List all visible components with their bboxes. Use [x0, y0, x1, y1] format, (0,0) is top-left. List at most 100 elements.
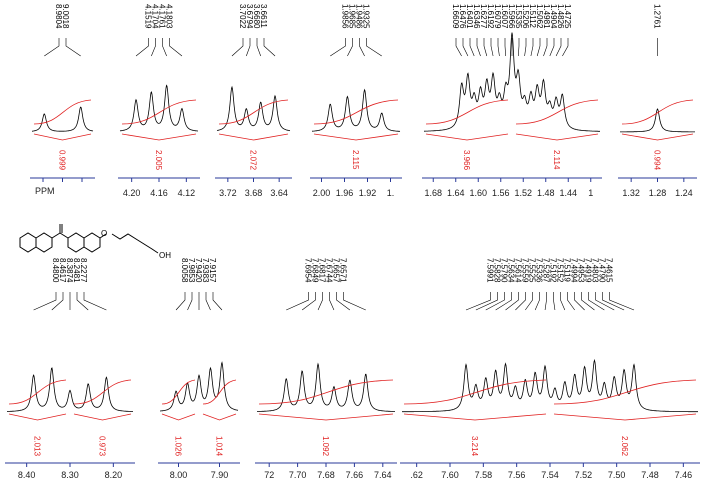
tick-label: 7.54 [541, 470, 559, 480]
integral-curve [73, 379, 132, 405]
peak-leader [151, 38, 156, 57]
peak-leader [330, 38, 346, 57]
peak-leader [366, 38, 382, 57]
peak-leader [476, 38, 481, 57]
peak-label: 7.5634 [507, 258, 516, 283]
peak-label: 1.9856 [341, 4, 350, 29]
tick-label: 1.32 [622, 188, 640, 198]
tick-label: 7.48 [641, 470, 659, 480]
peak-leader [462, 38, 469, 57]
tick-label: 1.92 [359, 188, 377, 198]
tick-label: 8.00 [170, 470, 188, 480]
peak-leader [485, 292, 505, 311]
axis-label: PPM [35, 186, 55, 196]
peak-label: 1.2761 [653, 4, 662, 29]
peak-label: 1.5112 [528, 4, 537, 28]
peak-leader [574, 292, 585, 311]
peak-label: 8.0058 [180, 258, 189, 283]
peak-leader [187, 292, 193, 311]
peak-label: 7.5614 [514, 258, 523, 283]
peak-leader [256, 38, 261, 57]
peak-label: 1.4725 [563, 4, 572, 29]
peak-leader [83, 292, 107, 311]
peak-leader [475, 292, 498, 311]
peak-leader [44, 38, 60, 57]
integral-bracket [403, 413, 547, 421]
peak-label: 4.1803 [165, 4, 174, 29]
integral-value: 2.005 [154, 150, 163, 171]
integral-value: 2.062 [620, 436, 629, 457]
peak-leader [169, 38, 183, 57]
tick-label: 4.12 [178, 188, 196, 198]
spectrum-trace [312, 88, 401, 132]
peak-label: 1.6609 [451, 4, 460, 29]
spectrum-trace [32, 106, 94, 132]
peak-label: 3.7022 [238, 4, 247, 29]
peak-label: 7.5991 [486, 258, 495, 283]
integral-bracket [73, 413, 132, 421]
peak-leader [524, 38, 527, 57]
peak-leader [515, 292, 526, 311]
peak-leader [534, 292, 540, 311]
peak-label: 1.4904 [549, 4, 558, 29]
integral-value: 1.026 [174, 436, 183, 457]
peak-leader [562, 38, 569, 57]
integral-curve [313, 99, 399, 125]
peak-leader [231, 38, 244, 57]
integral-value: 0.973 [98, 436, 107, 457]
tick-label: 8.20 [105, 470, 123, 480]
tick-label: 1.28 [649, 188, 667, 198]
peak-leader [175, 292, 186, 311]
peak-label: 1.5335 [514, 4, 523, 29]
peak-label: 7.5559 [521, 258, 530, 283]
tick-label: 1.56 [492, 188, 510, 198]
tick-label: 7.46 [675, 470, 693, 480]
peak-leader [212, 292, 223, 311]
peak-leader [588, 292, 605, 311]
tick-label: 1.52 [514, 188, 532, 198]
tick-label: 2.00 [313, 188, 331, 198]
peak-leader [301, 292, 316, 311]
peak-label: 7.4803 [591, 258, 600, 283]
spectrum-trace [216, 85, 291, 132]
tick-label: 7.64 [374, 470, 392, 480]
peak-label: 7.5525 [528, 258, 537, 283]
peak-label: 7.6817 [318, 258, 327, 283]
tick-label: 72 [264, 470, 274, 480]
peak-leader [549, 38, 555, 57]
tick-label: 1.24 [675, 188, 693, 198]
tick-label: 7.52 [575, 470, 593, 480]
integral-value: 1.014 [215, 436, 224, 457]
integral-value: 2.115 [351, 150, 360, 170]
tick-label: 1.60 [469, 188, 487, 198]
peak-leader [525, 292, 533, 311]
integral-curve [8, 379, 67, 405]
peak-label: 7.5119 [563, 258, 572, 282]
peak-label: 7.5336 [535, 258, 544, 283]
peak-leader [555, 38, 562, 57]
peak-label: 1.5206 [521, 4, 530, 29]
integral-curve [621, 99, 694, 125]
peak-leader [609, 292, 635, 311]
integral-value: 3.966 [462, 150, 471, 171]
peak-label: 7.5192 [549, 258, 558, 283]
peak-label: 7.5152 [556, 258, 565, 283]
peak-label: 1.9325 [362, 4, 371, 29]
integral-bracket [515, 133, 599, 141]
tick-label: 3.64 [270, 188, 288, 198]
peak-leader [33, 292, 57, 311]
peak-leader [504, 38, 506, 57]
peak-label: 7.5828 [493, 258, 502, 283]
oxygen-label: O [101, 229, 107, 238]
integral-bracket [202, 413, 237, 421]
tick-label: 8.30 [61, 470, 79, 480]
peak-leader [286, 292, 309, 311]
integral-curve [403, 379, 547, 405]
peak-leader [518, 38, 520, 57]
peak-label: 7.4919 [584, 258, 593, 283]
peak-label: 1.6476 [458, 4, 467, 29]
spectrum-trace [119, 84, 198, 132]
peak-label: 1.6346 [472, 4, 481, 29]
peak-label: 7.6571 [339, 258, 348, 283]
